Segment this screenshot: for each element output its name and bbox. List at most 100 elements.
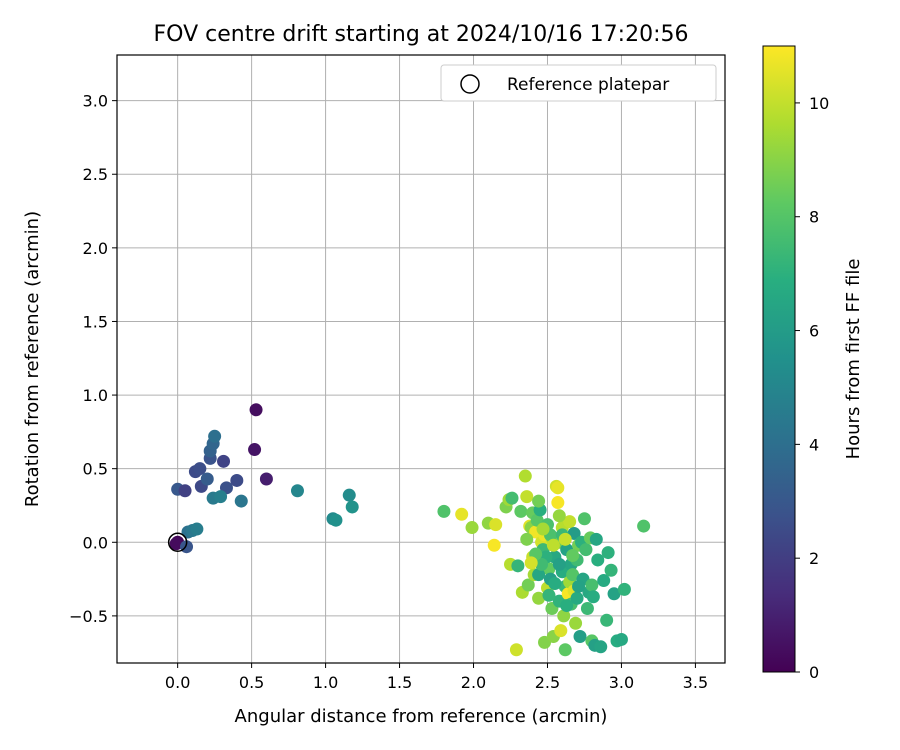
data-point	[532, 494, 546, 508]
data-point	[614, 632, 628, 646]
y-tick-label: 2.5	[83, 165, 108, 184]
data-point	[604, 563, 618, 577]
data-point	[589, 532, 603, 546]
data-point	[511, 559, 525, 573]
colorbar-ticks: 0 2 4 6 8 10	[795, 94, 829, 682]
data-point	[169, 537, 183, 551]
y-tick-label: 2.0	[83, 239, 108, 258]
data-point	[514, 504, 528, 518]
data-point	[548, 577, 562, 591]
data-points	[169, 403, 651, 657]
data-point	[535, 557, 549, 571]
data-point	[563, 515, 577, 529]
colorbar: 0 2 4 6 8 10 Hours from first FF file	[762, 45, 864, 682]
data-point	[214, 490, 228, 504]
y-tick-label: 3.0	[83, 92, 108, 111]
data-point	[594, 640, 608, 654]
data-point	[557, 609, 571, 623]
x-axis-label: Angular distance from reference (arcmin)	[235, 706, 608, 727]
data-point	[569, 616, 583, 630]
chart-title: FOV centre drift starting at 2024/10/16 …	[154, 22, 689, 47]
x-tick-label: 3.0	[609, 673, 634, 692]
data-point	[532, 591, 546, 605]
data-point	[329, 513, 343, 527]
y-tick-label: −0.5	[69, 607, 108, 626]
legend: Reference platepar	[440, 64, 717, 102]
data-point	[193, 462, 207, 476]
x-tick-label: 1.0	[313, 673, 338, 692]
data-point	[558, 532, 572, 546]
y-axis-label: Rotation from reference (arcmin)	[22, 211, 43, 507]
x-tick-label: 0.0	[165, 673, 190, 692]
data-point	[217, 454, 231, 468]
data-point	[570, 591, 584, 605]
y-axis-ticks: −0.5 0.0 0.5 1.0 1.5 2.0 2.5 3.0	[69, 92, 117, 626]
data-point	[536, 522, 550, 536]
data-point	[520, 490, 534, 504]
data-point	[566, 549, 580, 563]
data-point	[437, 504, 451, 518]
x-tick-label: 0.5	[239, 673, 264, 692]
colorbar-tick-label: 4	[809, 435, 819, 454]
data-point	[577, 512, 591, 526]
data-point	[572, 579, 586, 593]
x-axis-ticks: 0.0 0.5 1.0 1.5 2.0 2.5 3.0 3.5	[165, 663, 708, 692]
y-tick-label: 0.0	[83, 533, 108, 552]
data-point	[552, 509, 566, 523]
data-point	[465, 521, 479, 535]
data-point	[489, 518, 503, 532]
data-point	[560, 599, 574, 613]
legend-box	[440, 64, 717, 102]
data-point	[455, 507, 469, 521]
data-point	[579, 543, 593, 557]
legend-entry-reference: Reference platepar	[507, 75, 669, 95]
data-point	[551, 496, 565, 510]
data-point	[637, 519, 651, 533]
y-tick-label: 1.5	[83, 312, 108, 331]
reference-point-marker	[167, 532, 188, 553]
data-point	[178, 484, 192, 498]
x-tick-label: 2.5	[535, 673, 560, 692]
data-point	[566, 568, 580, 582]
data-point	[546, 538, 560, 552]
colorbar-gradient	[762, 45, 796, 673]
data-point	[234, 494, 248, 508]
colorbar-tick-label: 8	[809, 208, 819, 227]
data-point	[597, 574, 611, 588]
data-point	[542, 588, 556, 602]
colorbar-tick-label: 2	[809, 549, 819, 568]
data-point	[617, 582, 631, 596]
data-point	[580, 602, 594, 616]
data-point	[505, 491, 519, 505]
colorbar-tick-label: 6	[809, 322, 819, 341]
data-point	[248, 443, 262, 457]
colorbar-tick-label: 10	[809, 94, 829, 113]
data-point	[342, 488, 356, 502]
y-tick-label: 0.5	[83, 460, 108, 479]
data-point	[208, 429, 222, 443]
colorbar-tick-label: 0	[809, 663, 819, 682]
data-point	[487, 538, 501, 552]
grid-lines	[117, 55, 725, 663]
data-point	[585, 578, 599, 592]
data-point	[259, 472, 273, 486]
data-point	[518, 469, 532, 483]
x-tick-label: 2.0	[461, 673, 486, 692]
data-point	[601, 546, 615, 560]
data-point	[586, 590, 600, 604]
data-point	[573, 630, 587, 644]
x-tick-label: 3.5	[683, 673, 708, 692]
data-point	[532, 568, 546, 582]
data-point	[509, 643, 523, 657]
colorbar-label: Hours from first FF file	[843, 259, 864, 460]
data-point	[249, 403, 263, 417]
data-point	[524, 556, 538, 570]
data-point	[551, 481, 565, 495]
data-point	[190, 522, 204, 536]
data-point	[290, 484, 304, 498]
data-point	[600, 613, 614, 627]
data-point	[558, 643, 572, 657]
data-point	[521, 578, 535, 592]
plot-frame	[116, 54, 726, 664]
data-point	[230, 473, 244, 487]
